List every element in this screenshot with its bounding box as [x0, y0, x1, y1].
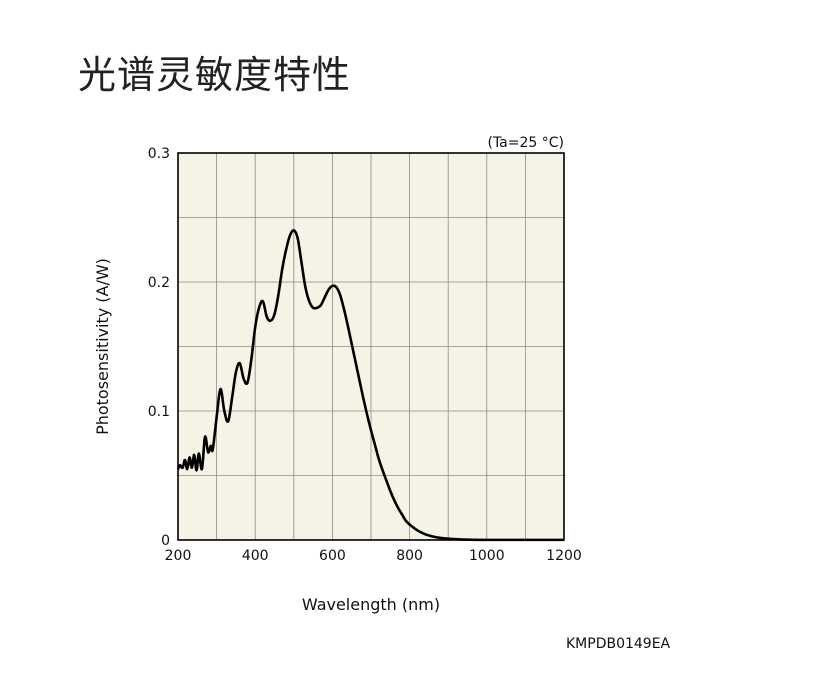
photosensitivity-curve [176, 229, 564, 542]
x-tick-labels: 200 400 600 800 1000 1200 [165, 548, 582, 564]
x-tick-label: 800 [396, 548, 423, 564]
temperature-condition: (Ta=25 °C) [487, 135, 564, 151]
grid [178, 153, 564, 540]
x-tick-label: 200 [165, 548, 192, 564]
plot-frame [177, 152, 565, 541]
y-tick-label: 0 [161, 533, 170, 549]
x-tick-label: 1200 [546, 548, 582, 564]
y-tick-label: 0.1 [148, 404, 170, 420]
x-tick-label: 600 [319, 548, 346, 564]
x-axis-title: Wavelength (nm) [302, 595, 440, 614]
document-code: KMPDB0149EA [566, 636, 671, 652]
y-tick-label: 0.2 [148, 275, 170, 291]
page-title: 光谱灵敏度特性 [78, 53, 352, 97]
y-tick-label: 0.3 [148, 146, 170, 162]
y-axis-title: Photosensitivity (A/W) [93, 258, 112, 435]
y-tick-labels: 0 0.1 0.2 0.3 [148, 146, 170, 549]
x-tick-label: 1000 [469, 548, 505, 564]
x-tick-label: 400 [242, 548, 269, 564]
